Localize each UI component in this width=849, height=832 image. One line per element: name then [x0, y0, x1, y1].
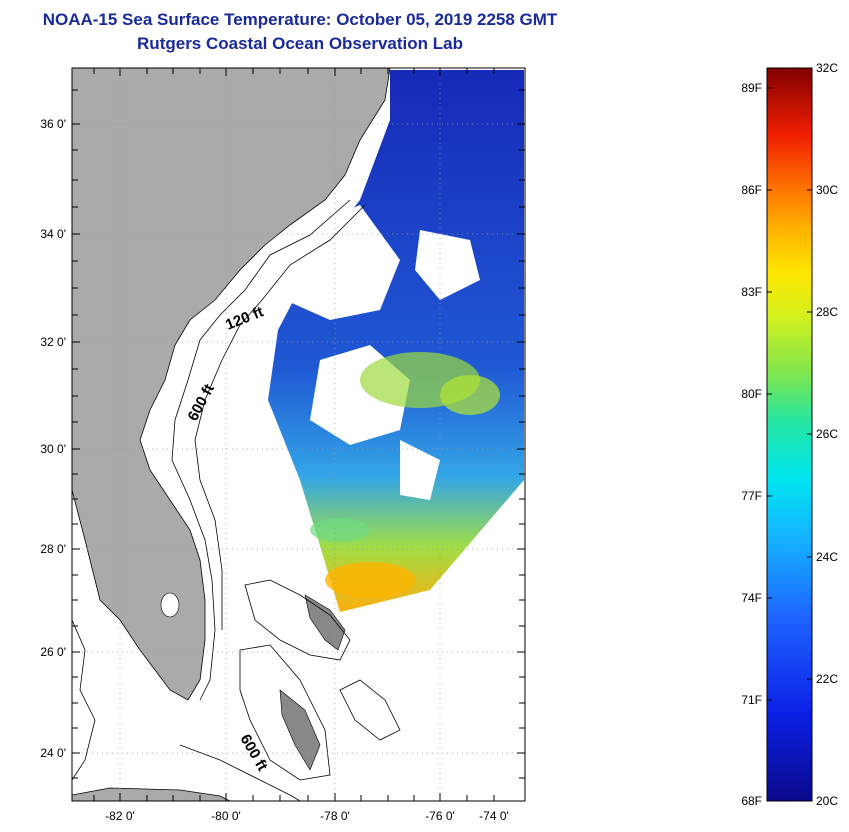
- colorbar-celsius-labels: 32C 30C 28C 26C 24C 22C 20C: [816, 61, 838, 808]
- longitude-labels: -82 0' -80 0' -78 0' -76 0' -74 0': [105, 809, 509, 823]
- colorbar-f-label: 86F: [741, 183, 762, 197]
- lat-label: 34 0': [40, 227, 66, 241]
- colorbar-f-label: 77F: [741, 489, 762, 503]
- lat-label: 32 0': [40, 335, 66, 349]
- colorbar-f-label: 83F: [741, 285, 762, 299]
- lat-label: 28 0': [40, 542, 66, 556]
- latitude-labels: 36 0' 34 0' 32 0' 30 0' 28 0' 26 0' 24 0…: [40, 117, 66, 760]
- graticule: [72, 68, 525, 801]
- colorbar-c-label: 30C: [816, 183, 838, 197]
- colorbar-c-label: 24C: [816, 550, 838, 564]
- colorbar-f-label: 89F: [741, 81, 762, 95]
- lon-label: -78 0': [320, 809, 350, 823]
- lat-label: 36 0': [40, 117, 66, 131]
- sst-swath: [268, 70, 524, 612]
- map-area: 36 0' 34 0' 32 0' 30 0' 28 0' 26 0' 24 0…: [40, 67, 526, 823]
- colorbar-c-label: 28C: [816, 305, 838, 319]
- lon-label: -74 0': [479, 809, 509, 823]
- colorbar-gradient: [766, 67, 813, 802]
- land-masses: [72, 68, 391, 801]
- lat-label: 30 0': [40, 442, 66, 456]
- colorbar-f-label: 68F: [741, 794, 762, 808]
- colorbar-fahrenheit-labels: 89F 86F 83F 80F 77F 74F 71F 68F: [741, 81, 762, 808]
- lon-label: -76 0': [425, 809, 455, 823]
- lat-label: 24 0': [40, 746, 66, 760]
- colorbar-f-label: 80F: [741, 387, 762, 401]
- page-title: NOAA-15 Sea Surface Temperature: October…: [42, 10, 558, 29]
- colorbar-c-label: 20C: [816, 794, 838, 808]
- lon-label: -82 0': [105, 809, 135, 823]
- colorbar-f-label: 71F: [741, 693, 762, 707]
- bathymetry-contours: [72, 199, 401, 801]
- lat-label: 26 0': [40, 645, 66, 659]
- page-subtitle: Rutgers Coastal Ocean Observation Lab: [137, 34, 463, 53]
- colorbar-c-label: 26C: [816, 427, 838, 441]
- colorbar-c-label: 32C: [816, 61, 838, 75]
- map-frame: [71, 67, 526, 802]
- colorbar-f-label: 74F: [741, 591, 762, 605]
- map-ticks: [72, 68, 525, 801]
- colorbar-ticks: [767, 67, 812, 802]
- colorbar-c-label: 22C: [816, 672, 838, 686]
- colorbar: 89F 86F 83F 80F 77F 74F 71F 68F 32C 30C …: [741, 61, 838, 808]
- lon-label: -80 0': [211, 809, 241, 823]
